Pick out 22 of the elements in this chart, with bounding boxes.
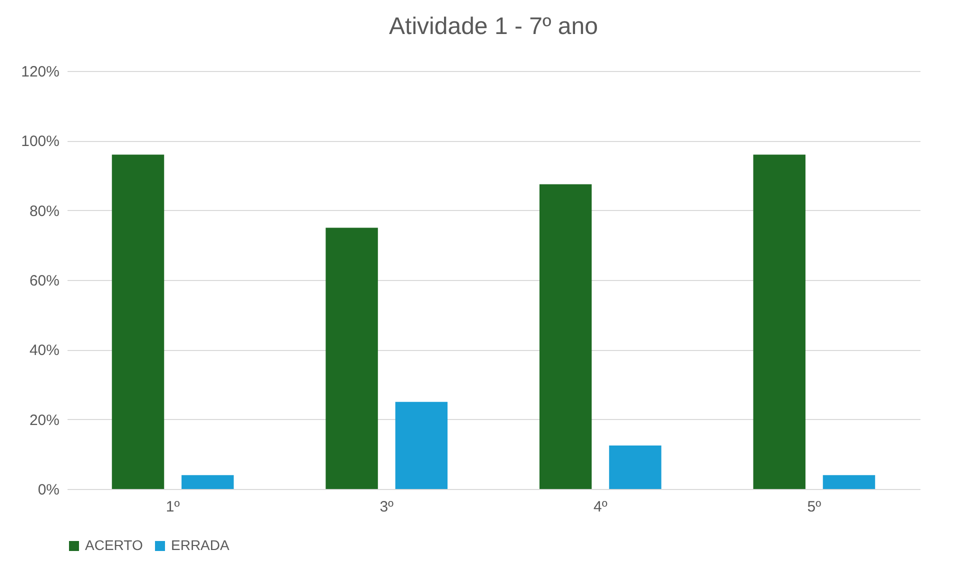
- bar: [326, 228, 378, 489]
- y-tick-label: 20%: [29, 412, 60, 429]
- bar: [753, 154, 806, 489]
- x-tick-label: 1º: [166, 498, 180, 516]
- chart-title: Atividade 1 - 7º ano: [389, 13, 598, 40]
- bar: [112, 154, 164, 489]
- bar: [609, 445, 662, 489]
- legend-label: ERRADA: [171, 537, 230, 553]
- y-tick-label: 120%: [21, 64, 60, 80]
- bar: [395, 402, 448, 489]
- x-tick-label: 5º: [807, 498, 822, 516]
- bar: [182, 475, 234, 489]
- legend-label: ACERTO: [85, 537, 143, 553]
- bar: [539, 184, 592, 489]
- x-tick-label: 4º: [593, 498, 608, 516]
- y-tick-label: 80%: [29, 202, 60, 220]
- y-tick-label: 100%: [21, 133, 60, 150]
- y-tick-label: 60%: [29, 272, 60, 290]
- x-tick-label: 3º: [380, 498, 394, 516]
- y-tick-label: 40%: [29, 342, 60, 360]
- bar: [822, 475, 876, 489]
- y-tick-label: 0%: [38, 482, 60, 498]
